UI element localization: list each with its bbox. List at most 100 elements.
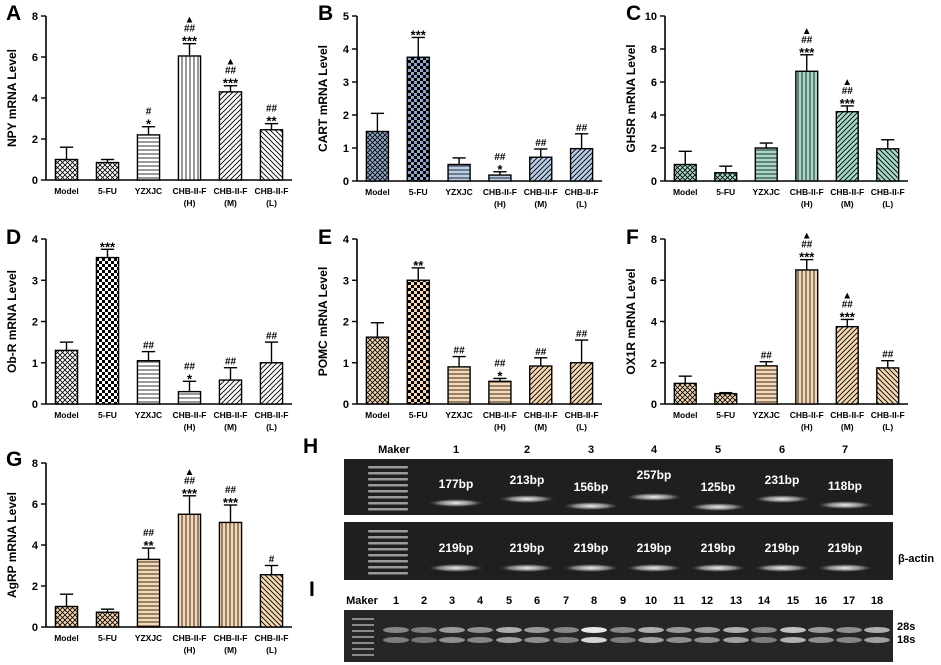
bar-pattern: [54, 158, 79, 181]
panel-letter-a: A: [6, 2, 21, 25]
bar-pattern: [177, 390, 202, 405]
y-tick-label: 6: [651, 275, 657, 287]
x-tick-label: 5-FU: [98, 186, 117, 196]
bar-pattern: [259, 362, 284, 405]
gel-i-lane-header: 5: [506, 595, 512, 607]
significance-mark: ##: [801, 240, 813, 251]
gel-i-lane-header: 9: [620, 595, 626, 607]
gel-h-beta-actin-label: β-actin: [898, 553, 934, 565]
gel-h-bottom-size-6: 219bp: [765, 541, 800, 555]
bar-pattern: [835, 325, 859, 405]
bar-pattern: [54, 349, 79, 405]
x-tick-label: (L): [266, 198, 277, 208]
significance-mark: ##: [143, 528, 155, 539]
gel-band: [626, 493, 682, 501]
gel-h-lane-header-7: 7: [842, 444, 848, 456]
gel-band-28s: [808, 627, 834, 633]
gel-i-lane-headers: Maker 1 2 3 4 5 6 7 8 9 10 11 12 13 14 15 16 17 18: [346, 595, 883, 607]
gel-i-strip: [344, 610, 893, 662]
bar-pattern: [177, 55, 202, 181]
significance-mark: ##: [576, 123, 588, 134]
y-tick-label: 0: [32, 622, 38, 634]
ladder-band: [368, 554, 408, 557]
gel-band-28s: [411, 627, 437, 633]
x-tick-label: CHB-II-F: [790, 187, 824, 197]
x-tick-label: Model: [54, 633, 79, 643]
x-tick-label: CHB-II-F: [524, 187, 558, 197]
panel-letter-h: H: [303, 435, 318, 458]
x-tick-label: (M): [534, 422, 547, 432]
gel-i-lane-header: 1: [393, 595, 399, 607]
ladder-band: [368, 530, 408, 533]
gel-band: [817, 501, 873, 509]
gel-i-bands: [352, 618, 890, 656]
gel-band: [563, 502, 619, 510]
x-tick-label: 5-FU: [98, 633, 117, 643]
gel-band-28s: [723, 627, 749, 633]
gel-i-lane-header: 12: [701, 595, 713, 607]
y-tick-label: 4: [651, 110, 658, 122]
y-tick-label: 8: [32, 11, 38, 23]
bar-pattern: [569, 147, 594, 182]
x-tick-label: CHB-II-F: [790, 410, 824, 420]
x-tick-label: Model: [673, 410, 698, 420]
y-tick-label: 2: [651, 358, 657, 370]
gel-h-bottom-size-4: 219bp: [637, 541, 672, 555]
bar-pattern: [714, 172, 738, 182]
gel-band-18s: [864, 637, 890, 643]
x-tick-label: (L): [882, 199, 893, 209]
bar-pattern: [136, 359, 161, 405]
x-tick-label: CHB-II-F: [255, 186, 289, 196]
gel-h-lane-header-maker: Maker: [378, 444, 411, 456]
y-tick-label: 6: [651, 77, 657, 89]
panel-letter-f: F: [626, 226, 639, 249]
x-tick-label: CHB-II-F: [173, 186, 207, 196]
y-tick-label: 6: [32, 499, 38, 511]
x-tick-label: (L): [266, 422, 277, 432]
panel-letter-c: C: [626, 2, 641, 25]
gel-i-lane-header: 11: [673, 595, 685, 607]
gel-i-lane-header: 13: [730, 595, 742, 607]
gel-h-lane-header-6: 6: [779, 444, 785, 456]
gel-band-18s: [666, 637, 692, 643]
significance-mark: ##: [494, 358, 506, 369]
x-tick-label: (M): [224, 422, 237, 432]
y-tick-label: 0: [651, 399, 657, 411]
significance-mark: *: [187, 371, 193, 386]
y-axis-label: POMC mRNA Level: [316, 267, 330, 377]
y-tick-label: 3: [32, 275, 38, 287]
x-tick-label: Model: [54, 410, 79, 420]
gel-band-28s: [864, 627, 890, 633]
gel-band: [754, 564, 810, 572]
gel-band: [754, 495, 810, 503]
y-tick-label: 0: [343, 399, 349, 411]
gel-band-28s: [638, 627, 664, 633]
significance-mark: ***: [223, 76, 239, 91]
x-tick-label: (L): [266, 645, 277, 655]
bar-pattern: [95, 611, 120, 628]
y-tick-label: 6: [32, 52, 38, 64]
gel-h-top-size-5: 125bp: [701, 480, 736, 494]
x-tick-label: YZXJC: [445, 410, 472, 420]
x-tick-label: CHB-II-F: [214, 633, 248, 643]
x-tick-label: CHB-II-F: [565, 410, 599, 420]
gel-band-18s: [780, 637, 806, 643]
gel-band-18s: [638, 637, 664, 643]
significance-mark: *: [497, 162, 503, 177]
x-tick-label: Model: [365, 187, 390, 197]
significance-mark: ##: [143, 341, 155, 352]
gel-h-bottom-strip: [344, 522, 893, 580]
ladder-band: [368, 560, 408, 563]
gel-h-panel: H Maker 1 2 3 4 5 6 7 177bp 213bp 156bp …: [303, 435, 934, 580]
x-tick-label: (M): [841, 199, 854, 209]
significance-mark: ##: [225, 357, 237, 368]
gel-i-lane-header: 17: [843, 595, 855, 607]
ladder-band: [368, 536, 408, 539]
significance-mark: ##: [454, 346, 466, 357]
x-tick-label: Model: [365, 410, 390, 420]
significance-mark: ##: [535, 347, 547, 358]
gel-band-18s: [383, 637, 409, 643]
y-tick-label: 2: [651, 143, 657, 155]
gel-h-lane-header-5: 5: [715, 444, 721, 456]
gel-band-18s: [553, 637, 579, 643]
